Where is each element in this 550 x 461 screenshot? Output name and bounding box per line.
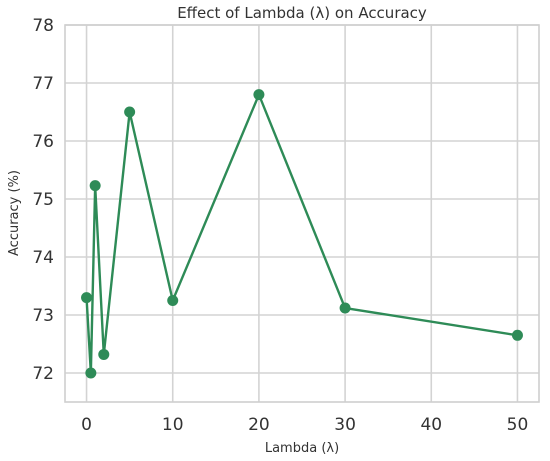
data-point (98, 348, 110, 360)
x-tick-label: 40 (420, 415, 442, 435)
tick-labels: 0 10 20 30 40 50 72 73 74 75 76 77 78 (32, 16, 528, 435)
y-axis-label: Accuracy (%) (7, 170, 22, 256)
data-point (85, 367, 97, 379)
data-point (253, 89, 265, 101)
y-tick-label: 73 (32, 306, 54, 326)
x-tick-label: 10 (162, 415, 184, 435)
y-tick-label: 75 (32, 190, 54, 210)
data-point (167, 295, 179, 306)
y-tick-label: 72 (32, 364, 54, 384)
y-tick-label: 78 (32, 16, 54, 36)
y-tick-label: 76 (32, 132, 54, 152)
plot-frame (64, 24, 540, 403)
series-line (85, 91, 518, 374)
data-point (89, 180, 101, 192)
x-axis-label: Lambda (λ) (265, 441, 339, 456)
x-tick-label: 20 (248, 415, 270, 435)
data-point (124, 106, 136, 118)
x-tick-label: 50 (507, 415, 529, 435)
grid (65, 24, 539, 402)
x-tick-label: 0 (81, 415, 92, 435)
series-layer (81, 89, 523, 379)
x-tick-label: 30 (334, 415, 356, 435)
y-tick-label: 74 (32, 248, 54, 268)
y-tick-label: 77 (32, 74, 54, 94)
data-point (339, 302, 351, 314)
data-point (511, 329, 523, 341)
data-point (81, 292, 93, 304)
chart-title: Effect of Lambda (λ) on Accuracy (177, 4, 427, 22)
